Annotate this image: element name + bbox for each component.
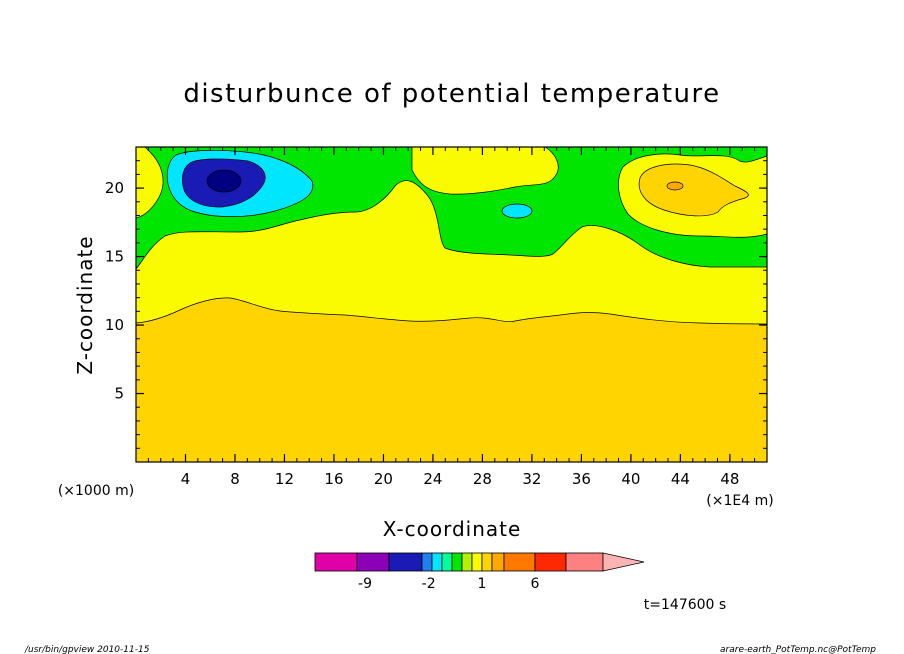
time-label: t=147600 s (644, 597, 726, 613)
y-tick-label: 20 (105, 179, 124, 197)
x-tick-label: 44 (671, 470, 690, 488)
x-tick-label: 40 (621, 470, 640, 488)
colorbar-label: 1 (478, 576, 487, 592)
colorbar-segment (481, 552, 493, 572)
region-warm-anomaly-core (666, 181, 684, 191)
colorbar-label: -2 (422, 576, 436, 592)
x-axis-unit-right: (×1E4 m) (706, 493, 773, 509)
colorbar-segment (441, 552, 453, 572)
x-tick-label: 36 (572, 470, 591, 488)
region-warm-anomaly (638, 163, 749, 217)
colorbar-segment (451, 552, 463, 572)
region-small-cold-cell (501, 203, 533, 219)
x-tick-label: 28 (473, 470, 492, 488)
footer-left: /usr/bin/gpview 2010-11-15 (24, 645, 150, 654)
x-axis-ticks: 4 8 12 16 20 24 28 32 36 40 44 48 (181, 147, 739, 488)
x-tick-label: 8 (230, 470, 240, 488)
y-tick-label: 5 (114, 385, 124, 403)
colorbar-segment (503, 552, 536, 572)
colorbar-label: 6 (531, 576, 540, 592)
x-axis-label: X-coordinate (383, 517, 522, 541)
y-tick-label: 10 (105, 316, 124, 334)
x-tick-label: 20 (374, 470, 393, 488)
x-tick-label: 48 (720, 470, 739, 488)
region-top-yellow-left (135, 146, 164, 219)
x-tick-label: 24 (423, 470, 442, 488)
colorbar-segment (421, 552, 433, 572)
colorbar-segment (388, 552, 423, 572)
colorbar-segment (356, 552, 390, 572)
colorbar-segment (565, 552, 604, 572)
colorbar-segment (534, 552, 567, 572)
y-axis-ticks: 5 10 15 20 (105, 179, 767, 403)
colorbar-arrow (602, 552, 645, 572)
x-axis-unit-left: (×1000 m) (58, 483, 134, 499)
colorbar-labels: -9 -2 1 6 (358, 576, 540, 592)
x-tick-label: 12 (275, 470, 294, 488)
colorbar-segment (314, 552, 358, 572)
colorbar-segment (471, 552, 483, 572)
y-axis-label: Z-coordinate (73, 235, 97, 374)
colorbar-label: -9 (358, 576, 372, 592)
region-cold-anomaly-core (206, 169, 242, 193)
x-tick-label: 32 (522, 470, 541, 488)
x-tick-label: 16 (324, 470, 343, 488)
y-tick-label: 15 (105, 248, 124, 266)
colorbar-segment (461, 552, 473, 572)
region-top-yellow-center (411, 146, 559, 195)
x-tick-label: 4 (181, 470, 191, 488)
colorbar-segment (491, 552, 505, 572)
chart-title: disturbunce of potential temperature (183, 79, 720, 109)
colorbar (314, 552, 645, 572)
plot-frame (135, 146, 768, 463)
colorbar-segment (431, 552, 443, 572)
footer-right: arare-earth_PotTemp.nc@PotTemp (720, 645, 876, 654)
